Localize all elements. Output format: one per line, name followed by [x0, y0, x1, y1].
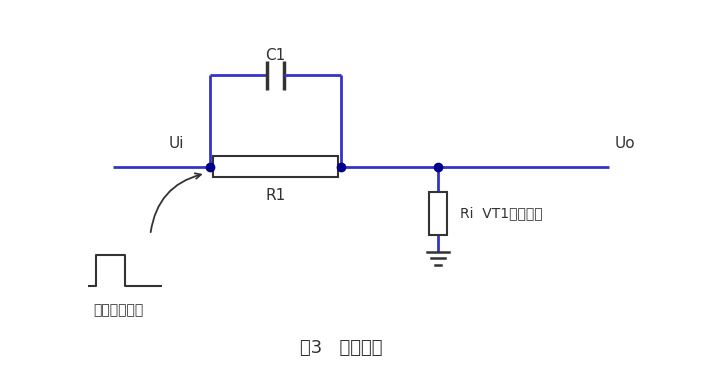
- Bar: [429, 192, 447, 235]
- Text: Ui: Ui: [169, 136, 185, 151]
- Text: R1: R1: [266, 188, 286, 203]
- Text: 输入脉冲信号: 输入脉冲信号: [93, 303, 144, 317]
- Text: C1: C1: [266, 48, 286, 63]
- Bar: [213, 156, 338, 178]
- Text: 图3   微分电路: 图3 微分电路: [300, 339, 382, 357]
- Text: Ri  VT1输入电阻: Ri VT1输入电阻: [460, 207, 542, 220]
- Text: Uo: Uo: [615, 136, 635, 151]
